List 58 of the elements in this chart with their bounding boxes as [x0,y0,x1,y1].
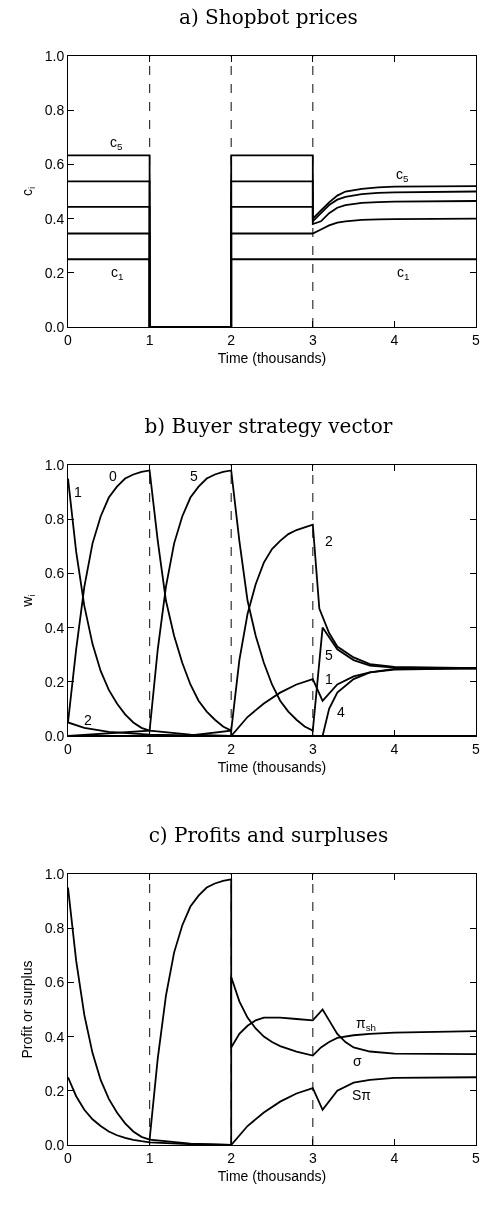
x-tick-label: 5 [472,1149,481,1166]
chart-title: b) Buyer strategy vector [144,414,393,439]
chart-title: c) Profits and surpluses [148,823,389,848]
annotation: c$_{1}$ [111,264,124,282]
annotation: 5 [190,468,198,484]
y-tick-label: 0.0 [44,727,65,744]
y-tick-label: 0.0 [44,1136,65,1153]
y-tick-label: 1.0 [44,865,65,882]
annotation: 5 [325,647,333,663]
x-tick-label: 2 [227,331,236,348]
x-tick-label: 3 [308,331,317,348]
x-tick-label: 0 [64,740,73,757]
annotation: σ [353,1053,362,1069]
x-tick-label: 4 [390,1149,399,1166]
y-axis-title: Profit or surplus [19,960,36,1059]
y-tick-label: 0.8 [44,920,65,937]
x-axis-title: Time (thousands) [217,350,327,367]
x-tick-label: 1 [145,1149,154,1166]
annotation: Sπ [352,1087,372,1103]
annotation: 2 [84,712,92,728]
x-tick-label: 4 [390,331,399,348]
x-tick-label: 3 [308,1149,317,1166]
annotation: 1 [74,484,82,500]
x-tick-label: 0 [64,1149,73,1166]
annotation: c$_{5}$ [110,134,123,152]
y-tick-label: 0.0 [44,318,65,335]
y-tick-label: 0.2 [44,1082,65,1099]
x-tick-label: 1 [145,740,154,757]
annotation: 2 [325,533,333,549]
y-tick-label: 1.0 [44,47,65,64]
y-tick-label: 1.0 [44,456,65,473]
x-tick-label: 4 [390,740,399,757]
y-tick-label: 0.8 [44,511,65,528]
y-tick-label: 0.4 [44,210,65,227]
x-tick-label: 2 [227,740,236,757]
annotation: π$_{sh}$ [356,1015,377,1033]
annotation: c$_{1}$ [397,264,410,282]
y-tick-label: 0.6 [44,974,65,991]
y-tick-label: 0.4 [44,1028,65,1045]
x-tick-label: 3 [308,740,317,757]
x-tick-label: 1 [145,331,154,348]
annotation: c$_{5}$ [396,166,409,184]
x-tick-label: 0 [64,331,73,348]
y-tick-label: 0.2 [44,264,65,281]
y-tick-label: 0.4 [44,619,65,636]
y-tick-label: 0.2 [44,673,65,690]
annotation: 0 [109,468,117,484]
annotation: 1 [325,671,333,687]
chart-title: a) Shopbot prices [178,5,358,30]
y-tick-label: 0.6 [44,565,65,582]
y-tick-label: 0.8 [44,102,65,119]
x-axis-title: Time (thousands) [217,759,327,776]
x-tick-label: 5 [472,331,481,348]
x-tick-label: 2 [227,1149,236,1166]
x-axis-title: Time (thousands) [217,1168,327,1185]
y-tick-label: 0.6 [44,156,65,173]
x-tick-label: 5 [472,740,481,757]
annotation: 4 [337,704,345,720]
